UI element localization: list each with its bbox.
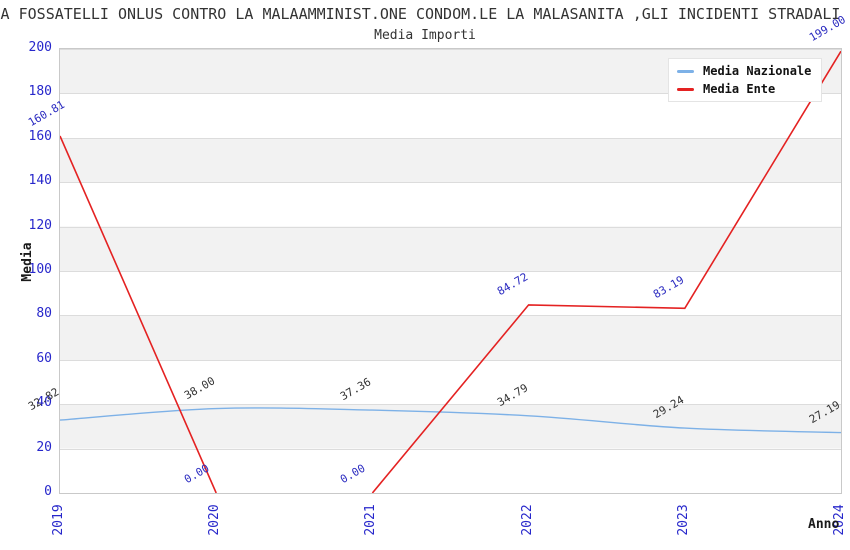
legend-label-nazionale: Media Nazionale <box>703 64 812 78</box>
legend-label-ente: Media Ente <box>703 82 776 96</box>
x-tick-label: 2020 <box>207 504 223 536</box>
legend-swatch-nazionale-line <box>677 69 694 73</box>
legend-item-media-ente: Media Ente <box>677 82 811 96</box>
y-axis-title: Media <box>20 242 35 282</box>
chart-title: GA FOSSATELLI ONLUS CONTRO LA MALAAMMINI… <box>0 5 850 23</box>
plot-area <box>59 48 842 494</box>
y-tick-label: 120 <box>28 217 52 233</box>
x-tick-label: 2019 <box>51 504 66 536</box>
x-axis-title: Anno <box>808 517 840 532</box>
legend: Media Nazionale Media Ente <box>668 58 823 102</box>
y-tick-label: 160 <box>28 128 52 144</box>
y-tick-label: 0 <box>44 484 52 499</box>
series-line-media-ente <box>60 50 841 493</box>
y-tick-label: 20 <box>36 439 52 455</box>
y-tick-label: 140 <box>28 173 52 189</box>
y-tick-label: 100 <box>28 262 52 277</box>
y-tick-label: 40 <box>36 395 52 411</box>
legend-item-media-nazionale: Media Nazionale <box>677 64 811 78</box>
y-tick-label: 80 <box>36 306 52 322</box>
series-line-media-nazionale <box>60 407 841 434</box>
x-tick-label: 2022 <box>519 504 535 536</box>
y-tick-label: 60 <box>36 350 52 366</box>
y-tick-label: 200 <box>28 40 52 55</box>
x-tick-label: 2021 <box>363 504 379 536</box>
legend-swatch-ente-line <box>677 87 694 91</box>
chart-subtitle: Media Importi <box>374 28 476 43</box>
x-tick-label: 2023 <box>675 504 691 536</box>
plot-lines <box>60 49 841 493</box>
y-tick-label: 180 <box>28 84 52 100</box>
